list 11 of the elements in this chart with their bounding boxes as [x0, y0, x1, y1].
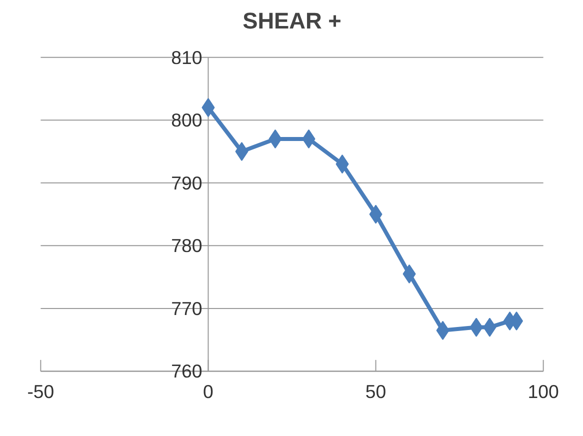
y-tick-label: 770 — [171, 298, 202, 319]
y-tick-label: 800 — [171, 110, 202, 131]
x-tick-label: 100 — [528, 381, 559, 402]
x-tick-label: -50 — [27, 381, 54, 402]
x-tick-label: 0 — [203, 381, 214, 402]
y-tick-label: 790 — [171, 172, 202, 194]
chart-title: SHEAR + — [242, 8, 342, 34]
x-tick-label: 50 — [365, 381, 386, 402]
y-tick-label: 760 — [171, 360, 202, 382]
y-tick-label: 810 — [171, 46, 202, 68]
y-tick-label: 780 — [171, 235, 202, 256]
